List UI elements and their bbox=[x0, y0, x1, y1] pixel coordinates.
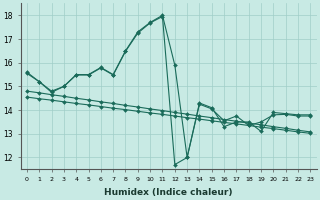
X-axis label: Humidex (Indice chaleur): Humidex (Indice chaleur) bbox=[104, 188, 233, 197]
